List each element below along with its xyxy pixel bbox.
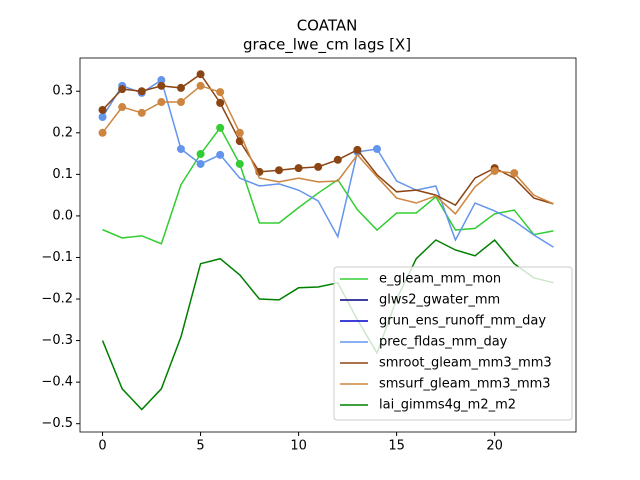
- series-marker: [176, 83, 185, 92]
- y-tick-label: −0.3: [41, 333, 73, 348]
- series-marker: [137, 87, 146, 96]
- series-marker: [157, 98, 166, 107]
- plot-frame: [79, 57, 577, 433]
- series-marker: [216, 98, 225, 107]
- series-marker: [157, 81, 166, 90]
- y-tick-label: 0.0: [52, 208, 73, 223]
- series-marker: [98, 128, 107, 137]
- series-marker: [196, 159, 205, 168]
- x-tick-label: 15: [388, 439, 405, 454]
- legend-box: [333, 266, 573, 421]
- legend-label: lai_gimms4g_m2_m2: [379, 398, 516, 413]
- series-marker: [216, 123, 225, 132]
- y-tick-label: 0.3: [52, 84, 73, 99]
- x-tick-label: 0: [98, 439, 106, 454]
- series-marker: [196, 81, 205, 90]
- series-marker: [196, 70, 205, 79]
- series-marker: [176, 98, 185, 107]
- legend-label: e_gleam_mm_mon: [379, 272, 501, 287]
- y-tick-label: −0.4: [41, 375, 73, 390]
- legend-label: grun_ens_runoff_mm_day: [379, 314, 546, 329]
- series-marker: [137, 108, 146, 117]
- chart-subtitle: grace_lwe_cm lags [X]: [243, 36, 411, 55]
- y-tick-label: −0.2: [41, 292, 73, 307]
- y-tick-label: −0.1: [41, 250, 73, 265]
- series-marker: [216, 150, 225, 159]
- series-marker: [333, 155, 342, 164]
- series-marker: [373, 145, 382, 154]
- x-tick-label: 10: [290, 439, 307, 454]
- legend-label: smsurf_gleam_mm3_mm3: [379, 377, 551, 392]
- series-marker: [510, 169, 519, 178]
- series-marker: [118, 103, 127, 112]
- series-marker: [490, 167, 499, 176]
- x-tick-label: 5: [196, 439, 204, 454]
- series-marker: [314, 162, 323, 171]
- series-marker: [235, 128, 244, 137]
- y-tick-label: −0.5: [41, 416, 73, 431]
- series-marker: [157, 76, 166, 85]
- series-marker: [216, 88, 225, 97]
- series-marker: [294, 164, 303, 173]
- series-line: [101, 238, 554, 411]
- y-tick-label: 0.2: [52, 125, 73, 140]
- series-line: [101, 78, 554, 248]
- series-marker: [196, 149, 205, 158]
- legend-label: smroot_gleam_mm3_mm3: [379, 356, 552, 371]
- legend-label: glws2_gwater_mm: [379, 293, 500, 308]
- y-tick-label: 0.1: [52, 167, 73, 182]
- x-tick-label: 20: [486, 439, 503, 454]
- series-marker: [353, 145, 362, 154]
- series-marker: [274, 166, 283, 175]
- series-marker: [118, 85, 127, 94]
- series-marker: [98, 105, 107, 114]
- series-line: [102, 126, 554, 245]
- series-marker: [235, 159, 244, 168]
- series-marker: [98, 113, 107, 122]
- legend-label: prec_fldas_mm_day: [379, 335, 508, 350]
- series-marker: [176, 145, 185, 154]
- chart-title: COATAN: [297, 17, 358, 35]
